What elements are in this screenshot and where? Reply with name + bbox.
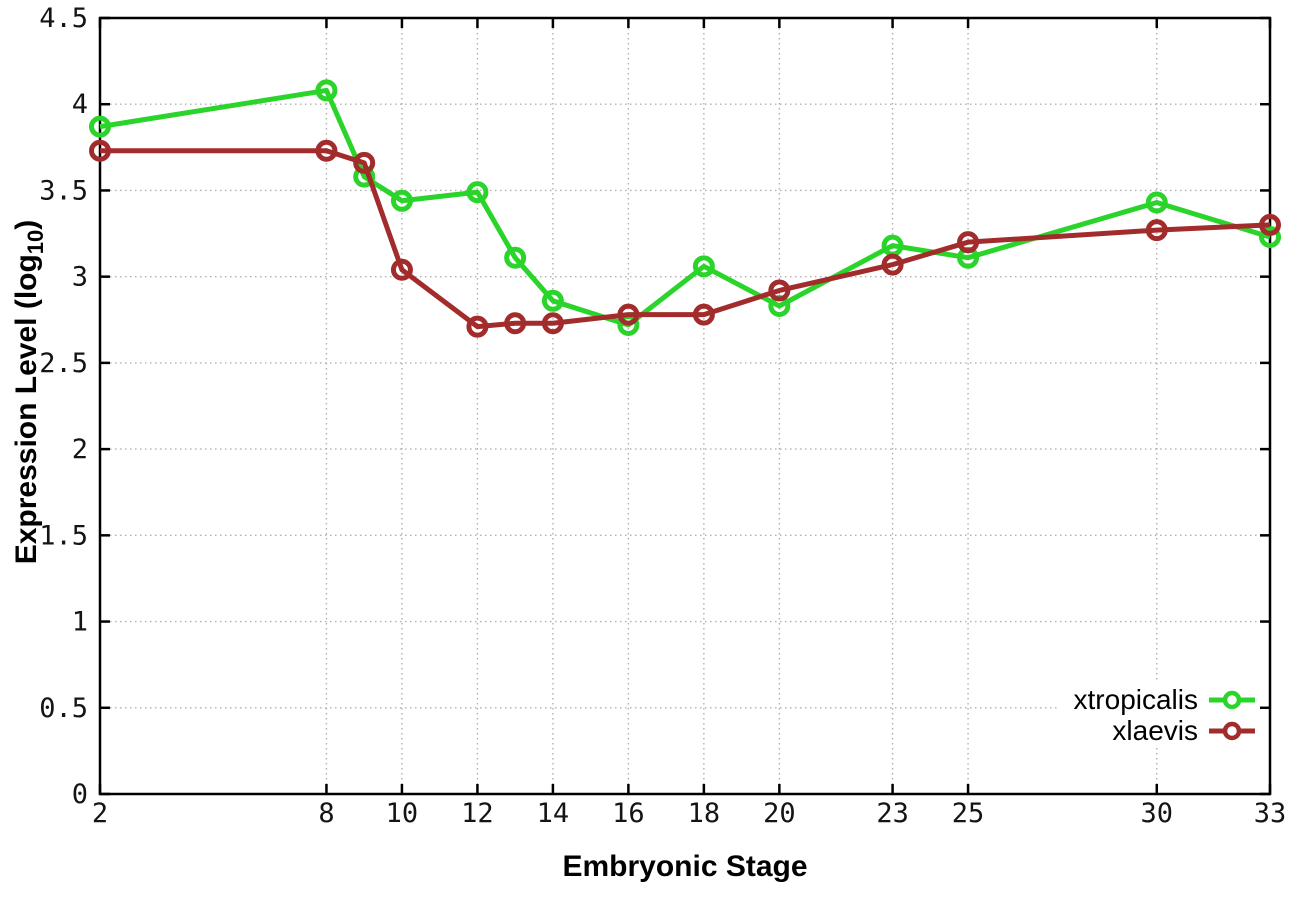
data-point-xlaevis-33 (1259, 213, 1281, 236)
data-point-xlaevis-8 (315, 139, 338, 162)
legend-row-xlaevis: xlaevis (1074, 715, 1257, 746)
data-point-xtropicalis-12 (466, 181, 489, 204)
x-tick-label: 2 (92, 798, 108, 829)
y-tick-label: 0 (72, 779, 88, 810)
data-point-xtropicalis-2 (89, 115, 111, 138)
y-tick-label: 1.5 (39, 520, 88, 551)
data-point-xlaevis-18 (692, 303, 715, 326)
legend-row-xtropicalis: xtropicalis (1074, 684, 1257, 715)
y-tick-label: 2.5 (39, 348, 88, 379)
x-tick-label: 23 (876, 798, 909, 829)
y-tick-label: 1 (72, 607, 88, 638)
data-point-xtropicalis-14 (541, 289, 564, 312)
legend: xtropicalis xlaevis (1059, 683, 1257, 747)
y-tick-label: 2 (72, 434, 88, 465)
legend-sample-marker (1222, 690, 1242, 709)
y-axis-label-subscript: 10 (23, 229, 48, 255)
legend-label-xlaevis: xlaevis (1112, 714, 1198, 746)
x-tick-label: 25 (952, 798, 985, 829)
data-point-xtropicalis-33 (1259, 226, 1281, 249)
data-point-xlaevis-16 (617, 303, 640, 326)
y-axis-label: Expression Level (log10) (10, 219, 48, 565)
x-tick-label: 12 (461, 798, 494, 829)
x-tick-label: 30 (1141, 798, 1174, 829)
series-line-xlaevis (100, 148, 1271, 330)
x-tick-label: 20 (763, 798, 796, 829)
y-tick-label: 4.5 (39, 3, 88, 34)
y-tick-label: 0.5 (39, 693, 88, 724)
y-tick-label: 3 (72, 262, 88, 293)
data-point-xtropicalis-8 (315, 79, 338, 102)
data-point-xtropicalis-30 (1145, 191, 1168, 214)
x-tick-label: 33 (1254, 798, 1287, 829)
x-tick-label: 14 (537, 798, 570, 829)
data-point-xlaevis-23 (881, 253, 904, 276)
y-tick-label: 4 (72, 89, 88, 120)
data-point-xtropicalis-13 (504, 246, 527, 269)
data-point-xlaevis-30 (1145, 219, 1168, 242)
x-axis-label: Embryonic Stage (562, 850, 808, 883)
x-tick-label: 8 (318, 798, 334, 829)
x-tick-label: 16 (612, 798, 645, 829)
y-axis-label-text: Expression Level (log (10, 254, 43, 565)
data-point-xlaevis-14 (541, 312, 564, 335)
data-point-xtropicalis-10 (390, 189, 413, 212)
data-point-xlaevis-25 (957, 231, 980, 254)
data-point-xlaevis-2 (89, 139, 111, 162)
legend-label-xtropicalis: xtropicalis (1073, 683, 1198, 715)
legend-sample-marker (1222, 721, 1242, 740)
data-point-xlaevis-20 (768, 279, 791, 302)
data-point-xlaevis-13 (504, 312, 527, 335)
x-tick-label: 18 (688, 798, 721, 829)
y-tick-label: 3.5 (39, 175, 88, 206)
y-axis-label-suffix: ) (10, 219, 43, 230)
data-point-xlaevis-10 (390, 258, 413, 281)
series-line-xtropicalis (99, 87, 1271, 328)
legend-sample-xlaevis (1209, 721, 1255, 740)
legend-sample-xtropicalis (1209, 690, 1255, 709)
plot-border (98, 16, 1272, 796)
data-point-xtropicalis-18 (692, 255, 715, 278)
data-point-xlaevis-12 (466, 315, 489, 338)
data-point-xlaevis-9 (353, 151, 376, 174)
x-tick-label: 10 (386, 798, 419, 829)
